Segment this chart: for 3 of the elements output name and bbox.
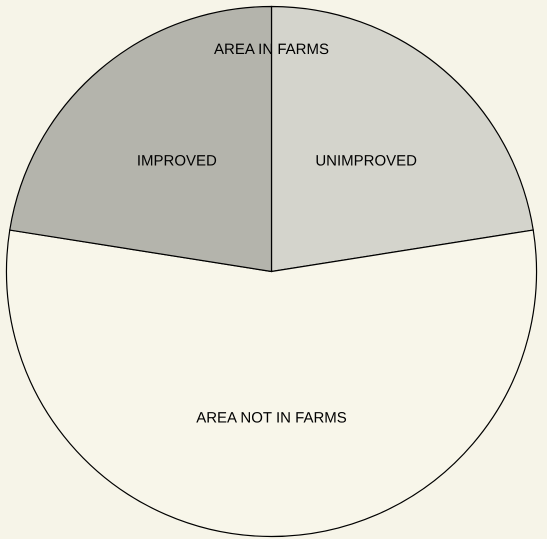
slice-label: UNIMPROVED <box>315 152 418 170</box>
slice-label: AREA NOT IN FARMS <box>196 409 347 426</box>
slice-label: IMPROVED <box>136 152 218 170</box>
